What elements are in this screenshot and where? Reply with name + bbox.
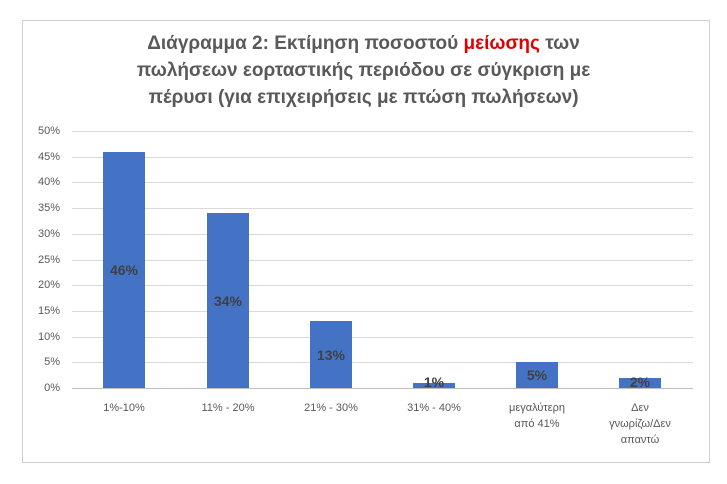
bar — [619, 377, 661, 388]
gridline — [72, 285, 693, 286]
data-label: 5% — [526, 367, 548, 384]
x-category-label: μεγαλύτερη από 41% — [487, 400, 587, 432]
gridline — [72, 131, 693, 132]
y-tick-label: 50% — [37, 125, 60, 137]
x-category-label-line: απαντώ — [620, 434, 660, 446]
gridline — [72, 311, 693, 312]
y-tick-label: 45% — [37, 151, 60, 163]
data-label: 1% — [423, 374, 445, 390]
y-tick-label: 5% — [44, 356, 60, 368]
title-line-3: πέρυσι (για επιχειρήσεις με πτώση πωλήσε… — [148, 87, 579, 108]
x-category-label: Δεν γνωρίζω/Δεν απαντώ — [590, 400, 690, 448]
x-category-label-line: γνωρίζω/Δεν — [609, 418, 671, 430]
bar — [207, 213, 249, 388]
x-axis-line — [72, 388, 693, 389]
x-category-label-line: Δεν — [631, 402, 649, 414]
title-text: Διάγραμμα 2: Εκτίμηση ποσοστού — [147, 33, 464, 54]
y-tick-label: 0% — [44, 382, 60, 394]
y-tick-label: 30% — [37, 228, 60, 240]
chart-title: Διάγραμμα 2: Εκτίμηση ποσοστού μείωσης τ… — [0, 30, 727, 111]
x-category-label: 31% - 40% — [384, 400, 484, 416]
x-category-label: 11% - 20% — [178, 400, 278, 416]
bar — [516, 362, 558, 388]
title-line-1: Διάγραμμα 2: Εκτίμηση ποσοστού μείωσης τ… — [0, 30, 727, 57]
gridline — [72, 208, 693, 209]
data-label: 2% — [629, 374, 651, 390]
x-category-label-line: μεγαλύτερη — [509, 402, 565, 414]
y-tick-label: 40% — [37, 176, 60, 188]
y-tick-label: 15% — [37, 305, 60, 317]
bar — [103, 151, 145, 388]
gridline — [72, 260, 693, 261]
title-line-2: πωλήσεων εορταστικής περιόδου σε σύγκρισ… — [136, 60, 591, 81]
gridline — [72, 182, 693, 183]
gridline — [72, 362, 693, 363]
data-label: 34% — [213, 292, 243, 309]
title-highlight: μείωσης — [463, 33, 540, 54]
x-category-label-line: 11% - 20% — [201, 402, 255, 414]
bar — [310, 321, 352, 388]
x-category-label-line: από 41% — [514, 418, 560, 430]
y-tick-label: 35% — [37, 202, 60, 214]
x-category-label: 21% - 30% — [281, 400, 381, 416]
x-category-label-line: 31% - 40% — [407, 402, 461, 414]
gridline — [72, 157, 693, 158]
x-category-label-line: 21% - 30% — [304, 402, 358, 414]
data-label: 46% — [109, 261, 139, 278]
y-tick-label: 10% — [37, 331, 60, 343]
y-tick-label: 25% — [37, 254, 60, 266]
bar — [413, 382, 455, 388]
y-tick-label: 20% — [37, 279, 60, 291]
x-category-label-line: 1%-10% — [103, 402, 145, 414]
gridline — [72, 337, 693, 338]
title-text: των — [539, 33, 580, 54]
x-category-label: 1%-10% — [74, 400, 174, 416]
data-label: 13% — [316, 346, 346, 363]
gridline — [72, 234, 693, 235]
